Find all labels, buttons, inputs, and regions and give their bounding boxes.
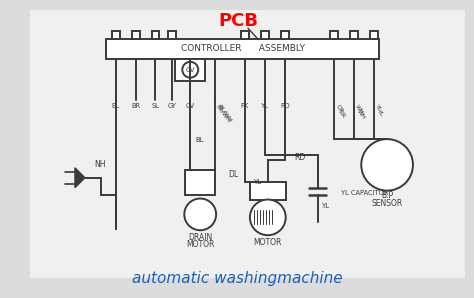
Bar (31, 11, 464, 277)
Text: YL CAPACITOR: YL CAPACITOR (341, 190, 389, 195)
Text: OR: OR (335, 103, 344, 114)
Bar (175, 59, 205, 81)
Bar (370, 31, 378, 39)
Circle shape (184, 198, 216, 230)
Text: YL: YL (253, 179, 261, 185)
Text: MOTOR: MOTOR (186, 240, 214, 249)
Text: DL: DL (228, 170, 238, 179)
Text: OR: OR (337, 108, 346, 119)
Text: SENSOR: SENSOR (372, 199, 403, 208)
Text: automatic washingmachine: automatic washingmachine (132, 271, 342, 286)
Bar (106, 39, 379, 59)
Text: CV: CV (186, 103, 195, 109)
Text: DRAIN: DRAIN (188, 233, 212, 242)
Bar (261, 31, 269, 39)
Bar (330, 31, 338, 39)
Circle shape (182, 62, 198, 78)
Text: WH: WH (356, 108, 366, 120)
Text: GY: GY (168, 103, 177, 109)
Polygon shape (75, 168, 85, 188)
Text: B.P: B.P (381, 191, 393, 200)
Bar (281, 31, 289, 39)
Bar (241, 31, 249, 39)
Text: MOTOR: MOTOR (254, 238, 282, 247)
Text: YL: YL (321, 204, 329, 209)
Text: CONTROLLER      ASSEMBLY: CONTROLLER ASSEMBLY (181, 44, 305, 53)
Text: PCB: PCB (218, 12, 258, 30)
Text: NH: NH (94, 160, 106, 169)
Text: BL: BL (112, 103, 120, 109)
Circle shape (250, 200, 286, 235)
Text: BL: BL (195, 137, 204, 143)
Circle shape (361, 139, 413, 191)
Bar (168, 31, 176, 39)
Text: BL/WH: BL/WH (215, 103, 231, 123)
Text: BL/WH: BL/WH (217, 103, 233, 123)
Bar (132, 31, 139, 39)
Bar (152, 31, 159, 39)
Text: WH: WH (354, 103, 365, 115)
Text: PK: PK (241, 103, 249, 109)
Text: CV: CV (185, 67, 195, 73)
Bar (350, 31, 358, 39)
Text: BR: BR (131, 103, 140, 109)
Text: SL: SL (152, 103, 159, 109)
Text: YL: YL (261, 103, 269, 109)
Bar (185, 170, 215, 195)
Text: RD: RD (280, 103, 290, 109)
Bar (250, 182, 286, 200)
Text: YL: YL (374, 103, 383, 112)
Text: RD: RD (295, 153, 306, 162)
Bar (112, 31, 120, 39)
Text: YL: YL (376, 108, 384, 117)
